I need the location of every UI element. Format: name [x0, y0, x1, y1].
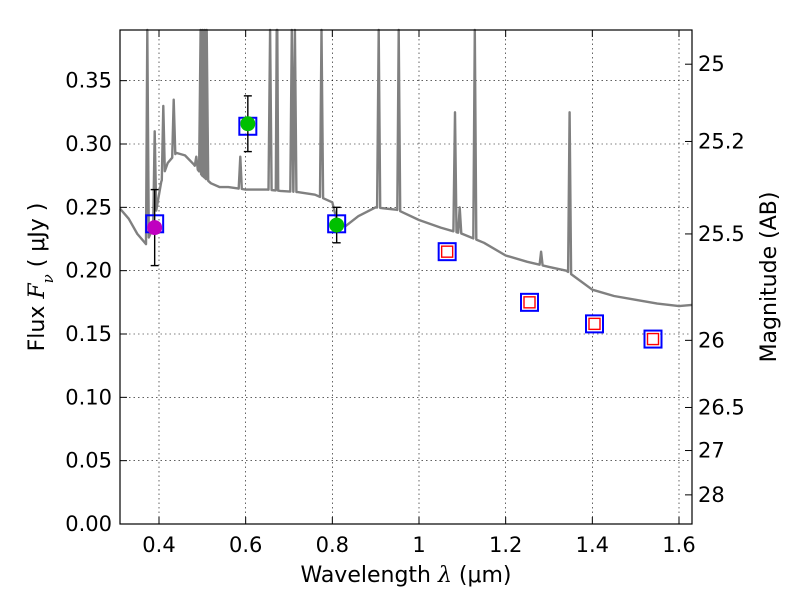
x-tick-label: 0.8: [316, 533, 349, 557]
right-tick-label: 26.5: [698, 395, 745, 419]
x-axis-title-unit: (μm): [452, 563, 512, 588]
x-tick-label: 0.4: [142, 533, 175, 557]
spectrum-line: [119, 28, 693, 308]
y-axis-title-subscript: ν: [39, 274, 57, 283]
observed-point: [240, 116, 256, 132]
right-tick-label: 27: [698, 439, 725, 463]
x-axis-title: Wavelength λ (μm): [300, 563, 511, 588]
y-tick-label: 0.15: [65, 322, 112, 346]
y-tick-label: 0.30: [65, 132, 112, 156]
observed-point: [147, 220, 163, 236]
x-axis-title-symbol: λ: [437, 563, 452, 588]
y-tick-label: 0.05: [65, 449, 112, 473]
model-box-marker: [520, 292, 539, 312]
upper-limit-marker: [523, 296, 536, 309]
x-axis-title-prefix: Wavelength: [300, 563, 438, 588]
spectrum-layer: [119, 28, 693, 308]
y-axis-title-prefix: Flux: [25, 299, 50, 352]
model-box-marker: [437, 242, 457, 262]
y-tick-label: 0.35: [65, 69, 112, 93]
plot-frame: [119, 29, 693, 525]
upper-limit-marker: [646, 332, 660, 346]
tick-marks: [120, 30, 692, 525]
y-tick-label: 0.25: [65, 195, 112, 219]
right-tick-label: 25: [698, 52, 725, 76]
x-tick-label: 1.2: [489, 533, 522, 557]
x-tick-label: 1.6: [662, 533, 695, 557]
right-tick-label: 25.5: [698, 222, 745, 246]
y-tick-label: 0.00: [65, 512, 112, 536]
y-axis-title-symbol: F: [25, 283, 50, 300]
points-layer: [145, 95, 663, 349]
right-tick-label: 28: [698, 483, 725, 507]
observed-point: [329, 217, 345, 233]
model-box-marker: [643, 329, 663, 349]
y-axis-title-unit: ( μJy ): [25, 203, 50, 275]
upper-limit-marker: [588, 317, 601, 331]
right-tick-label: 25.2: [698, 129, 745, 153]
right-tick-label: 26: [698, 328, 725, 352]
y-tick-label: 0.10: [65, 385, 112, 409]
tick-labels: 0.4 0.6 0.8 1 1.2 1.4 1.6 0.00 0.05 0.10 0.15 0.20 0…: [65, 52, 745, 557]
x-tick-label: 1: [412, 533, 425, 557]
model-box-marker: [585, 314, 604, 334]
x-tick-label: 0.6: [229, 533, 262, 557]
y-tick-label: 0.20: [65, 259, 112, 283]
right-axis-title: Magnitude (AB): [757, 192, 782, 363]
x-tick-label: 1.4: [576, 533, 609, 557]
y-axis-title: Flux Fν ( μJy ): [25, 203, 57, 352]
upper-limit-marker: [440, 245, 454, 258]
